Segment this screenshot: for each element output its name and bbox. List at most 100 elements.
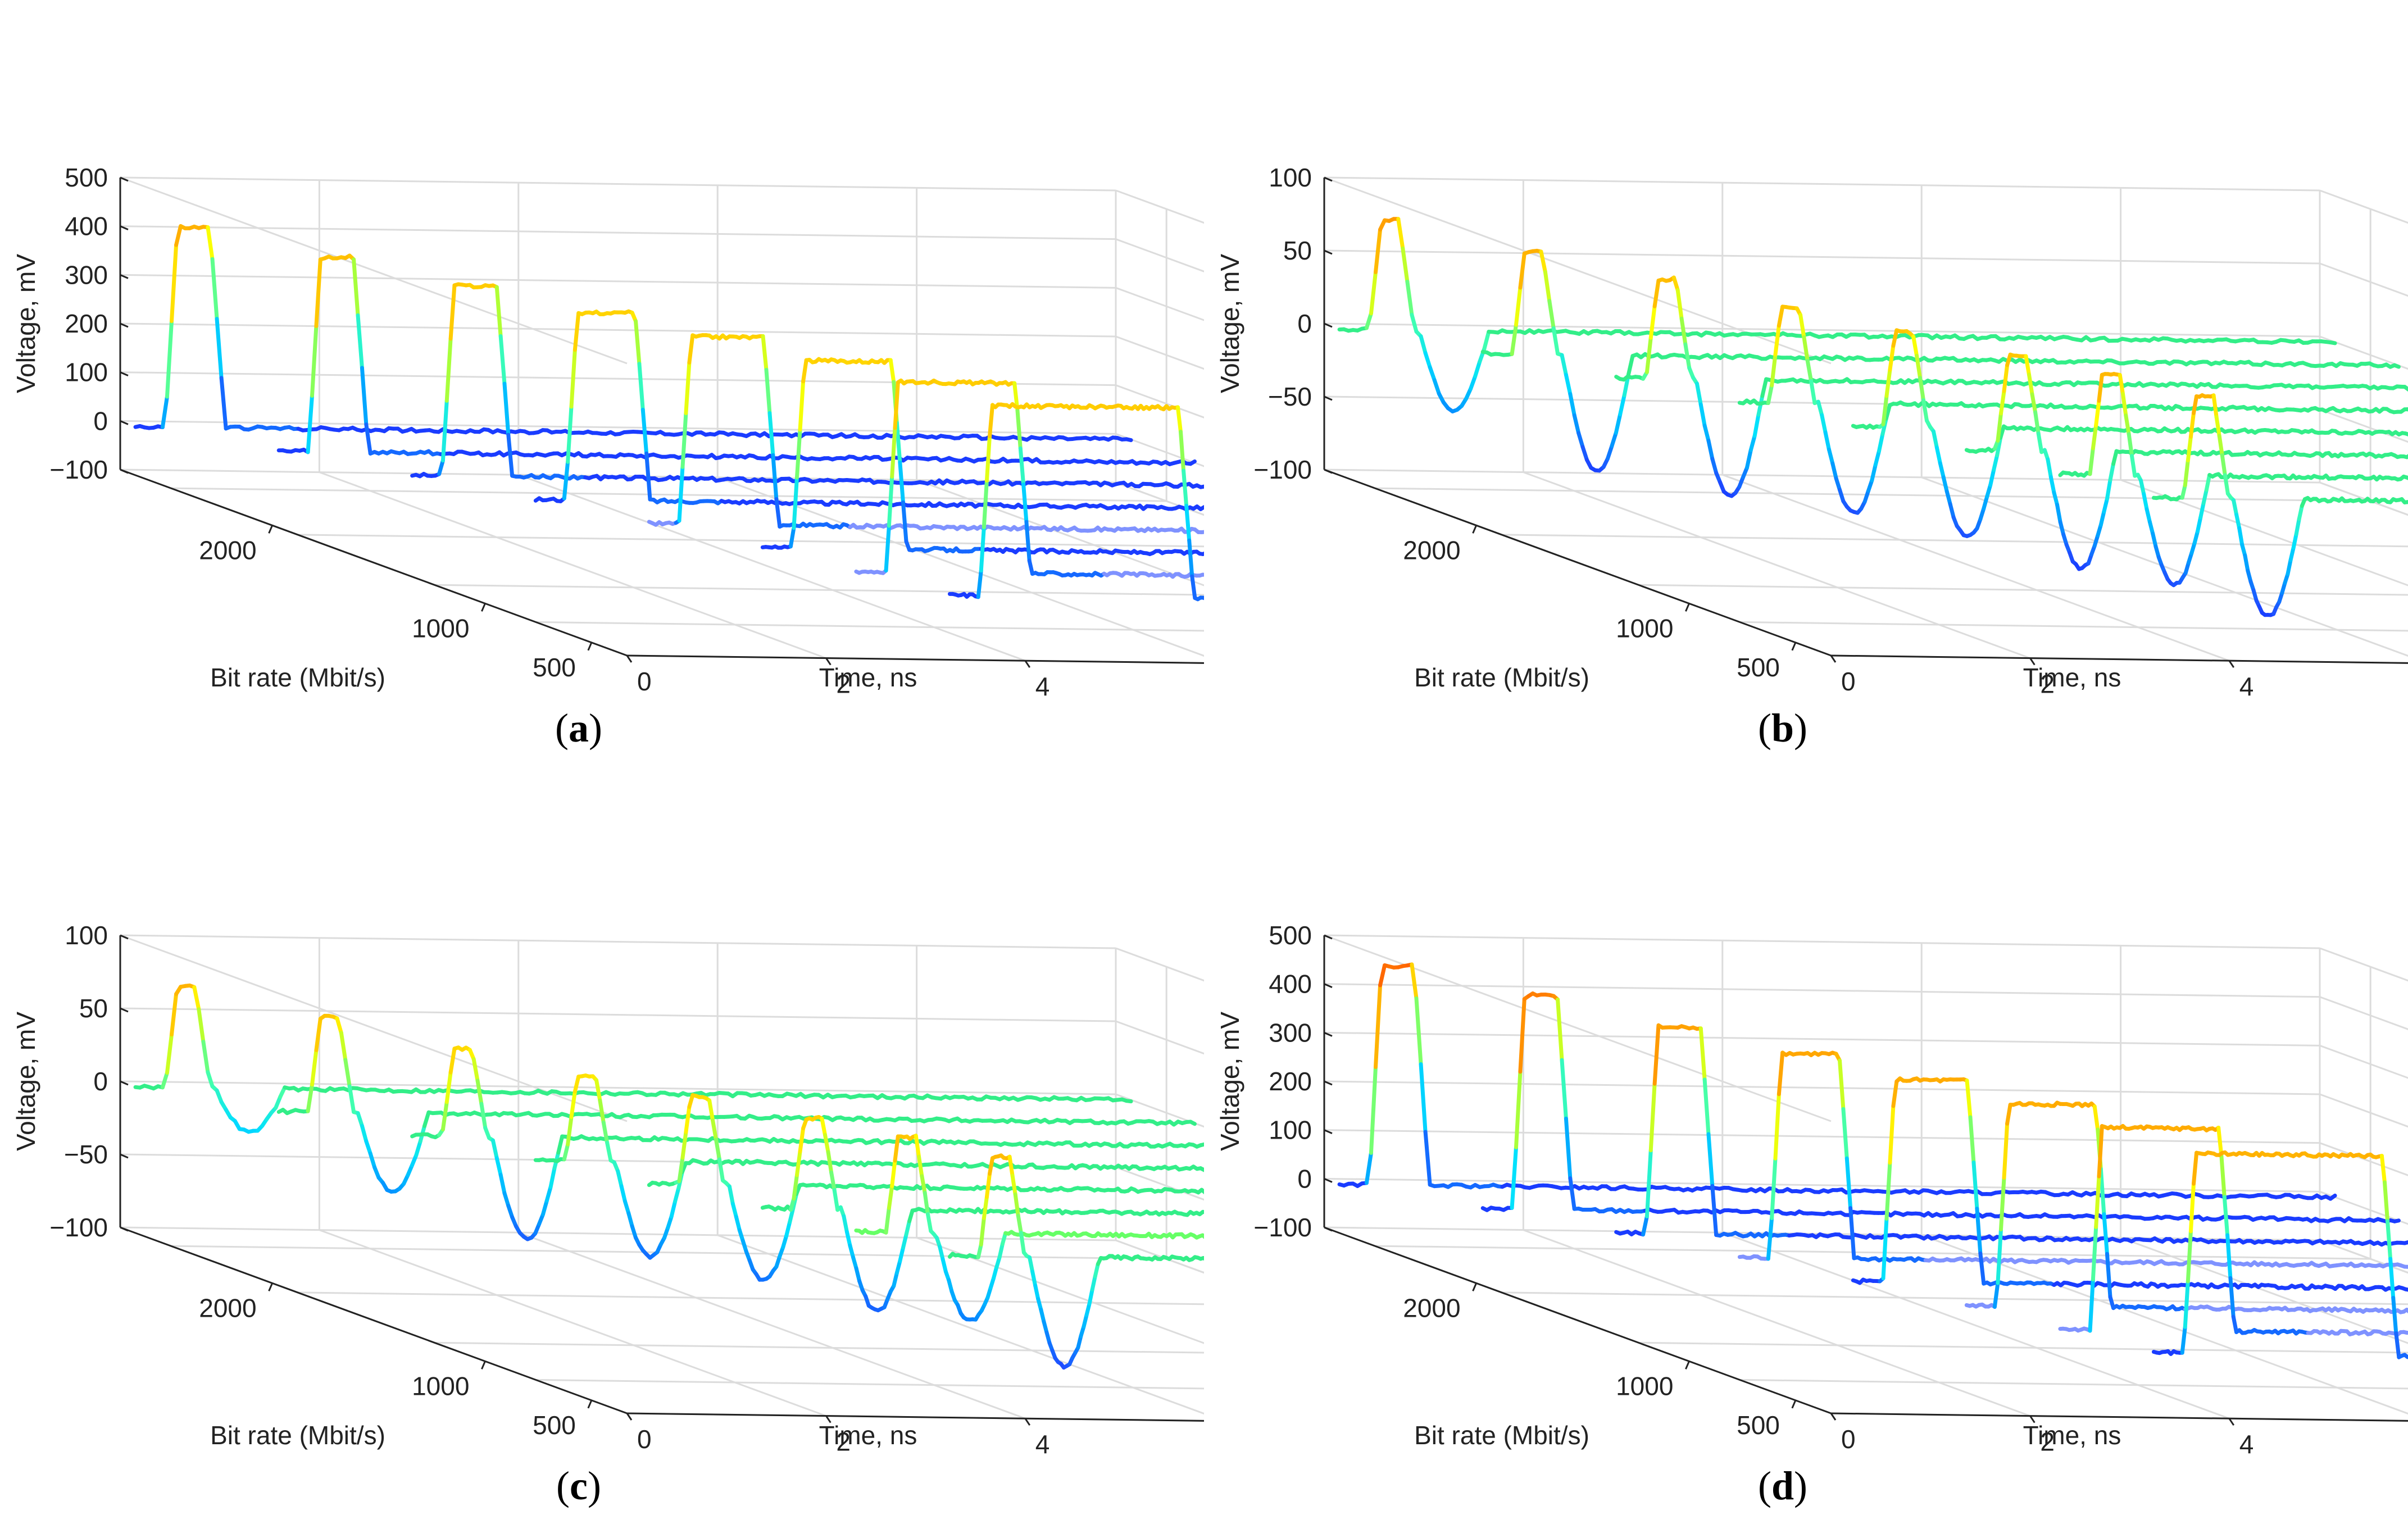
z-tick-label: 50 bbox=[79, 994, 108, 1023]
trace-segment bbox=[941, 1257, 948, 1274]
trace-segment bbox=[364, 1139, 372, 1156]
trace-segment bbox=[1614, 412, 1623, 435]
trace-segment bbox=[2127, 432, 2134, 458]
chart-c-svg: 100500−50−100200010005000246810Voltage, … bbox=[11, 921, 1204, 1508]
trace-segment bbox=[982, 479, 989, 529]
trace-segment bbox=[2033, 410, 2041, 436]
trace-segment bbox=[2183, 458, 2190, 488]
series-2 bbox=[276, 1013, 1197, 1194]
trace-segment bbox=[448, 283, 457, 341]
trace-segment bbox=[502, 381, 511, 437]
trace-segment bbox=[1884, 403, 1892, 421]
time-axis-label: Time, ns bbox=[819, 1421, 917, 1450]
trace-segment bbox=[677, 465, 685, 523]
time-tick-label: 0 bbox=[637, 1425, 652, 1454]
trace-segment bbox=[1888, 343, 1896, 372]
trace-segment bbox=[364, 422, 372, 456]
trace-segment bbox=[356, 1111, 364, 1128]
trace-segment bbox=[823, 1132, 830, 1154]
trace-segment bbox=[894, 421, 902, 465]
trace-segment bbox=[717, 1157, 725, 1182]
trace-segment bbox=[444, 1070, 453, 1104]
trace-segment bbox=[1802, 335, 1810, 363]
trace-segment bbox=[540, 1199, 549, 1217]
trace-segment bbox=[2392, 363, 2401, 369]
trace-segment bbox=[1419, 334, 1428, 355]
trace-segment bbox=[680, 411, 688, 469]
trace-segment bbox=[169, 243, 179, 324]
trace-segment bbox=[448, 1047, 457, 1075]
trace-segment bbox=[2192, 394, 2199, 415]
trace-segment bbox=[169, 992, 179, 1037]
trace-segment bbox=[2138, 478, 2146, 497]
axes bbox=[1323, 178, 2408, 664]
trace-segment bbox=[2243, 553, 2250, 573]
series-3 bbox=[410, 282, 1204, 489]
trace-segment bbox=[794, 427, 802, 480]
series-4 bbox=[533, 309, 1204, 512]
z-tick-label: 500 bbox=[65, 163, 108, 192]
trace-segment bbox=[1560, 353, 1568, 377]
trace-segment bbox=[1873, 449, 1882, 467]
trace-segment bbox=[479, 1102, 488, 1130]
trace-segment bbox=[1024, 520, 1032, 563]
bitrate-tick-label: 500 bbox=[533, 653, 576, 682]
trace-segment bbox=[548, 1166, 557, 1189]
series-1 bbox=[133, 224, 1133, 443]
trace-segment bbox=[1838, 488, 1846, 503]
trace-segment bbox=[2180, 483, 2187, 500]
trace-segment bbox=[165, 319, 174, 399]
trace-segment bbox=[794, 1149, 802, 1177]
trace-segment bbox=[2024, 354, 2032, 377]
trace-segment bbox=[1564, 372, 1573, 396]
trace-segment bbox=[160, 394, 169, 430]
axes bbox=[119, 935, 1204, 1422]
trace-segment bbox=[2405, 475, 2408, 480]
trace-segment bbox=[1364, 311, 1373, 330]
trace-segment bbox=[1568, 392, 1576, 417]
z-tick-label: 400 bbox=[65, 212, 108, 241]
trace-segment bbox=[848, 1243, 856, 1259]
trace-segment bbox=[1514, 285, 1523, 327]
series-2 bbox=[276, 253, 1197, 466]
trace-segment bbox=[440, 398, 449, 463]
trace-segment bbox=[997, 1241, 1005, 1259]
series-8 bbox=[2151, 393, 2408, 617]
trace-segment bbox=[1469, 374, 1478, 391]
trace-segment bbox=[437, 458, 445, 476]
trace-segment bbox=[573, 1075, 581, 1094]
trace-segment bbox=[1679, 316, 1688, 347]
trace-segment bbox=[2204, 473, 2212, 492]
time-tick-label: 2 bbox=[836, 670, 851, 699]
trace-segment bbox=[494, 1156, 503, 1177]
trace-segment bbox=[761, 334, 769, 372]
bitrate-axis-label: Bit rate (Mbit/s) bbox=[1414, 663, 1589, 692]
trace-segment bbox=[471, 1057, 480, 1083]
trace-segment bbox=[1184, 504, 1192, 543]
trace-segment bbox=[1187, 538, 1194, 579]
trace-segment bbox=[2145, 507, 2152, 524]
trace-segment bbox=[2124, 413, 2131, 436]
trace-segment bbox=[2186, 434, 2193, 463]
trace-segment bbox=[1884, 367, 1892, 398]
z-tick-label: 200 bbox=[65, 309, 108, 338]
trace-segment bbox=[854, 1266, 862, 1284]
panel-b: 100500−50−100200010005000246810Voltage, … bbox=[1204, 0, 2408, 757]
trace-segment bbox=[901, 500, 908, 544]
trace-segment bbox=[2188, 411, 2196, 439]
trace-segment bbox=[1992, 453, 2000, 472]
trace-segment bbox=[894, 1259, 902, 1275]
bitrate-tick-label: 2000 bbox=[199, 1293, 256, 1322]
trace-segment bbox=[1178, 430, 1186, 473]
series-7 bbox=[854, 1134, 1204, 1322]
grid bbox=[119, 934, 1204, 1422]
trace-segment bbox=[1576, 431, 1585, 449]
trace-segment bbox=[1816, 399, 1824, 417]
trace-segment bbox=[1948, 502, 1956, 520]
trace-segment bbox=[988, 403, 995, 439]
trace-segment bbox=[687, 333, 695, 365]
trace-segment bbox=[444, 336, 453, 403]
trace-segment bbox=[2030, 392, 2038, 415]
trace-segment bbox=[206, 1070, 215, 1089]
z-tick-label: 50 bbox=[1283, 236, 1312, 265]
